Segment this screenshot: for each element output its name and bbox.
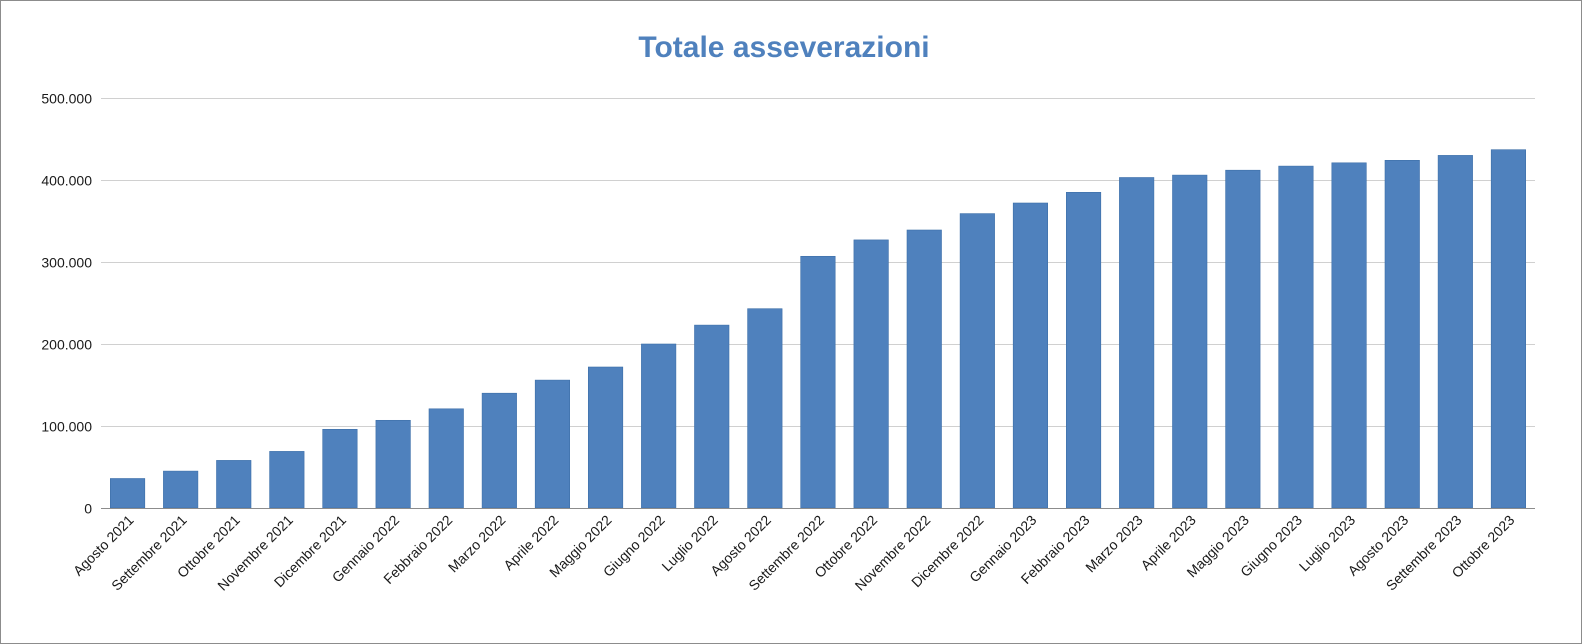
bar: [110, 478, 146, 509]
bar: [1012, 202, 1049, 509]
chart-title: Totale asseverazioni: [638, 31, 930, 64]
y-tick-label: 200.000: [41, 337, 92, 353]
y-axis-ticks: 0 100.000 200.000 300.000 400.000 500.000: [41, 91, 92, 517]
bar: [1172, 174, 1208, 509]
bar: [641, 343, 677, 509]
bar: [1490, 149, 1526, 509]
bar: [747, 308, 783, 509]
bar: [428, 408, 464, 509]
bar: [1225, 169, 1261, 509]
y-tick-label: 500.000: [41, 91, 92, 107]
y-tick-label: 0: [84, 501, 92, 517]
bar: [534, 379, 571, 509]
y-tick-label: 100.000: [41, 419, 92, 435]
x-tick-label: Marzo 2023: [1082, 512, 1146, 576]
bar: [375, 419, 411, 509]
bar: [1384, 160, 1420, 509]
bar: [1066, 192, 1102, 509]
bar: [1437, 155, 1473, 509]
y-tick-label: 300.000: [41, 255, 92, 271]
bar: [853, 239, 889, 509]
bar: [1331, 162, 1367, 509]
bar: [587, 366, 624, 509]
bar: [694, 324, 730, 509]
bar: [906, 229, 942, 509]
bars: [110, 149, 1526, 509]
y-tick-label: 400.000: [41, 173, 92, 189]
bar: [481, 392, 517, 509]
bar: [1278, 165, 1314, 509]
bar: [1119, 177, 1155, 509]
bar: [269, 451, 305, 509]
bar: [959, 213, 995, 509]
bar: [163, 470, 199, 509]
bar: [800, 255, 836, 509]
x-tick-label: Marzo 2022: [445, 512, 509, 576]
bar: [322, 428, 358, 509]
bar: [216, 460, 252, 509]
